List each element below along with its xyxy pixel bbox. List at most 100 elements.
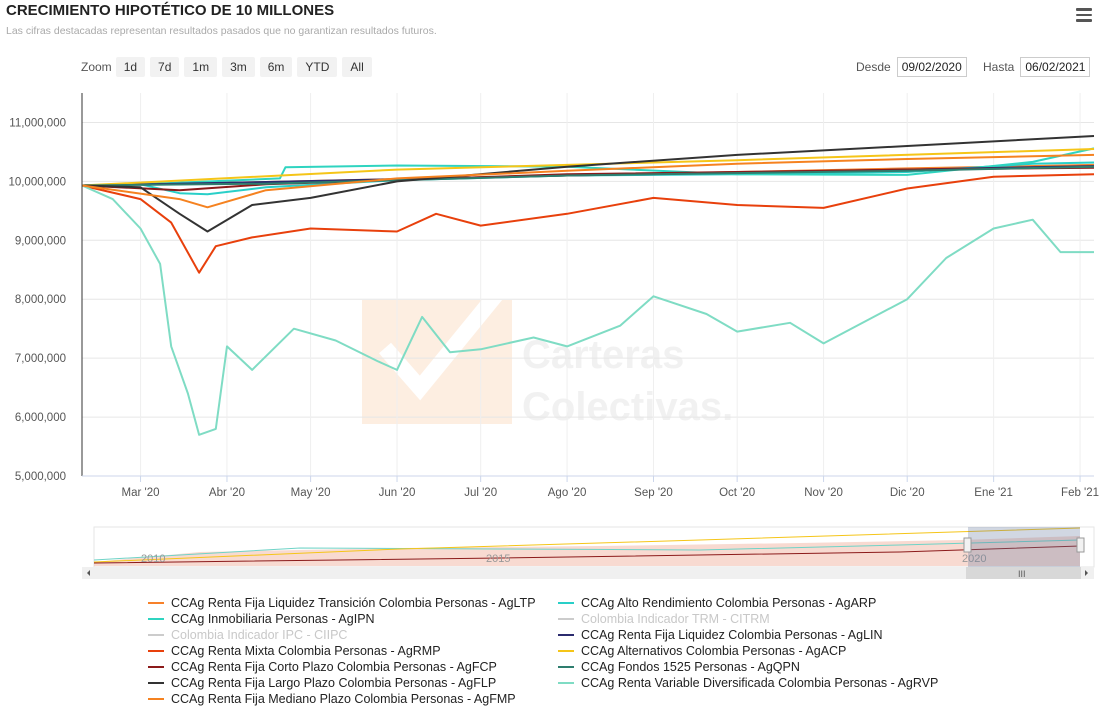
legend-label: CCAg Alto Rendimiento Colombia Personas …: [581, 596, 877, 610]
navigator-handle-right[interactable]: [1076, 537, 1085, 553]
legend-item[interactable]: CCAg Renta Fija Largo Plazo Colombia Per…: [148, 676, 496, 690]
legend-item[interactable]: CCAg Renta Fija Mediano Plazo Colombia P…: [148, 692, 516, 706]
range-to-input[interactable]: 06/02/2021: [1020, 57, 1091, 77]
legend-item[interactable]: Colombia Indicador IPC - CIIPC: [148, 628, 347, 642]
legend-symbol: [148, 666, 164, 668]
legend-label: CCAg Inmobiliaria Personas - AgIPN: [171, 612, 375, 626]
legend-label: Colombia Indicador IPC - CIIPC: [171, 628, 348, 642]
zoom-1d-button[interactable]: 1d: [115, 57, 146, 77]
x-tick-label: Jun '20: [379, 487, 416, 499]
legend-label: CCAg Renta Fija Largo Plazo Colombia Per…: [171, 676, 497, 690]
range-to-label: Hasta: [983, 60, 1015, 74]
legend-symbol: [558, 618, 574, 620]
scroll-left-icon[interactable]: [87, 570, 90, 576]
y-tick-label: 8,000,000: [15, 294, 66, 306]
zoom-label: Zoom: [81, 60, 112, 74]
legend-symbol: [558, 666, 574, 668]
series-line-6[interactable]: [81, 173, 1095, 274]
x-tick-label: Abr '20: [209, 487, 245, 499]
x-tick-label: Jul '20: [464, 487, 497, 499]
legend-symbol: [558, 634, 574, 636]
legend-item[interactable]: CCAg Renta Fija Liquidez Colombia Person…: [558, 628, 883, 642]
x-tick-label: Ago '20: [548, 487, 587, 499]
legend-item[interactable]: CCAg Renta Mixta Colombia Personas - AgR…: [148, 644, 441, 658]
zoom-all-button[interactable]: All: [342, 57, 372, 77]
chart-title: CRECIMIENTO HIPOTÉTICO DE 10 MILLONES: [6, 2, 335, 19]
x-tick-label: May '20: [291, 487, 331, 499]
line-chart: Carteras Colectivas. 5,000,000 6,000,000 7…: [8, 93, 1099, 579]
watermark-logo: Carteras Colectivas.: [362, 284, 733, 429]
x-tick-label: Dic '20: [890, 487, 925, 499]
legend-symbol: [148, 682, 164, 684]
legend-symbol: [148, 698, 164, 700]
legend-item[interactable]: CCAg Renta Fija Corto Plazo Colombia Per…: [148, 660, 497, 674]
series-line-11[interactable]: [81, 184, 1094, 436]
y-tick-label: 9,000,000: [15, 235, 66, 247]
legend-symbol: [148, 634, 164, 636]
y-tick-label: 10,000,000: [8, 176, 66, 188]
legend-symbol: [558, 682, 574, 684]
navigator-label-2020: 2020: [962, 553, 986, 565]
legend-item[interactable]: CCAg Renta Fija Liquidez Transición Colo…: [148, 596, 536, 610]
x-tick-label: Nov '20: [804, 487, 843, 499]
navigator-selection[interactable]: [968, 527, 1080, 567]
y-tick-label: 11,000,000: [9, 117, 66, 129]
y-tick-label: 5,000,000: [15, 471, 66, 483]
range-to: Hasta 06/02/2021: [983, 57, 1091, 77]
zoom-7d-button[interactable]: 7d: [150, 57, 180, 77]
x-tick-label: Ene '21: [974, 487, 1013, 499]
scroll-right-icon[interactable]: [1085, 570, 1088, 576]
legend-symbol: [558, 602, 574, 604]
legend-symbol: [148, 602, 164, 604]
legend-item[interactable]: CCAg Fondos 1525 Personas - AgQPN: [558, 660, 800, 674]
zoom-6m-button[interactable]: 6m: [259, 57, 293, 77]
watermark-text-2: Colectivas.: [522, 385, 733, 429]
legend-label: CCAg Renta Fija Mediano Plazo Colombia P…: [171, 692, 516, 706]
legend-symbol: [148, 618, 164, 620]
series-line-10[interactable]: [81, 135, 1095, 233]
watermark-text-1: Carteras: [522, 333, 684, 377]
legend-label: CCAg Alternativos Colombia Personas - Ag…: [581, 644, 847, 658]
y-tick-label: 6,000,000: [15, 412, 66, 424]
range-from: Desde 09/02/2020: [856, 57, 967, 77]
navigator-line-1: [93, 539, 1081, 561]
x-tick-label: Sep '20: [634, 487, 673, 499]
zoom-1m-button[interactable]: 1m: [184, 57, 218, 77]
navigator-scrollbar-track[interactable]: [82, 567, 1094, 579]
legend-symbol: [558, 650, 574, 652]
zoom-3m-button[interactable]: 3m: [222, 57, 255, 77]
legend-symbol: [148, 650, 164, 652]
x-tick-label: Mar '20: [122, 487, 160, 499]
legend-item[interactable]: CCAg Alternativos Colombia Personas - Ag…: [558, 644, 846, 658]
y-tick-label: 7,000,000: [15, 353, 66, 365]
navigator-line-3: [93, 545, 1081, 564]
legend-label: CCAg Renta Variable Diversificada Colomb…: [581, 676, 939, 690]
navigator-area: [94, 536, 1080, 566]
menu-icon[interactable]: [1076, 8, 1092, 22]
series-line-9[interactable]: [81, 165, 1095, 187]
series-line-7[interactable]: [81, 148, 1095, 187]
legend-item[interactable]: CCAg Inmobiliaria Personas - AgIPN: [148, 612, 375, 626]
legend-label: CCAg Renta Fija Liquidez Colombia Person…: [581, 628, 883, 642]
navigator[interactable]: 2010 2015 2020 III: [82, 526, 1095, 579]
range-from-input[interactable]: 09/02/2020: [896, 57, 967, 77]
range-from-label: Desde: [856, 60, 891, 74]
navigator-label-2015: 2015: [486, 553, 510, 565]
navigator-scrollbar-thumb[interactable]: [966, 567, 1081, 579]
legend-item[interactable]: CCAg Alto Rendimiento Colombia Personas …: [558, 596, 876, 610]
legend-label: CCAg Renta Fija Liquidez Transición Colo…: [171, 596, 536, 610]
navigator-line-2: [93, 527, 1081, 563]
legend-label: CCAg Fondos 1525 Personas - AgQPN: [581, 660, 800, 674]
series-line-12[interactable]: [81, 153, 1095, 209]
legend-label: CCAg Renta Fija Corto Plazo Colombia Per…: [171, 660, 497, 674]
zoom-ytd-button[interactable]: YTD: [297, 57, 338, 77]
watermark-box: [362, 300, 512, 424]
legend-label: CCAg Renta Mixta Colombia Personas - AgR…: [171, 644, 441, 658]
legend-item[interactable]: Colombia Indicador TRM - CITRM: [558, 612, 770, 626]
zoom-bar: Zoom 1d 7d 1m 3m 6m YTD All: [81, 57, 377, 77]
legend-label: Colombia Indicador TRM - CITRM: [581, 612, 770, 626]
navigator-handle-left[interactable]: [963, 537, 972, 553]
legend-item[interactable]: CCAg Renta Variable Diversificada Colomb…: [558, 676, 938, 690]
scrollbar-grip: III: [1018, 569, 1026, 579]
x-tick-label: Oct '20: [719, 487, 755, 499]
